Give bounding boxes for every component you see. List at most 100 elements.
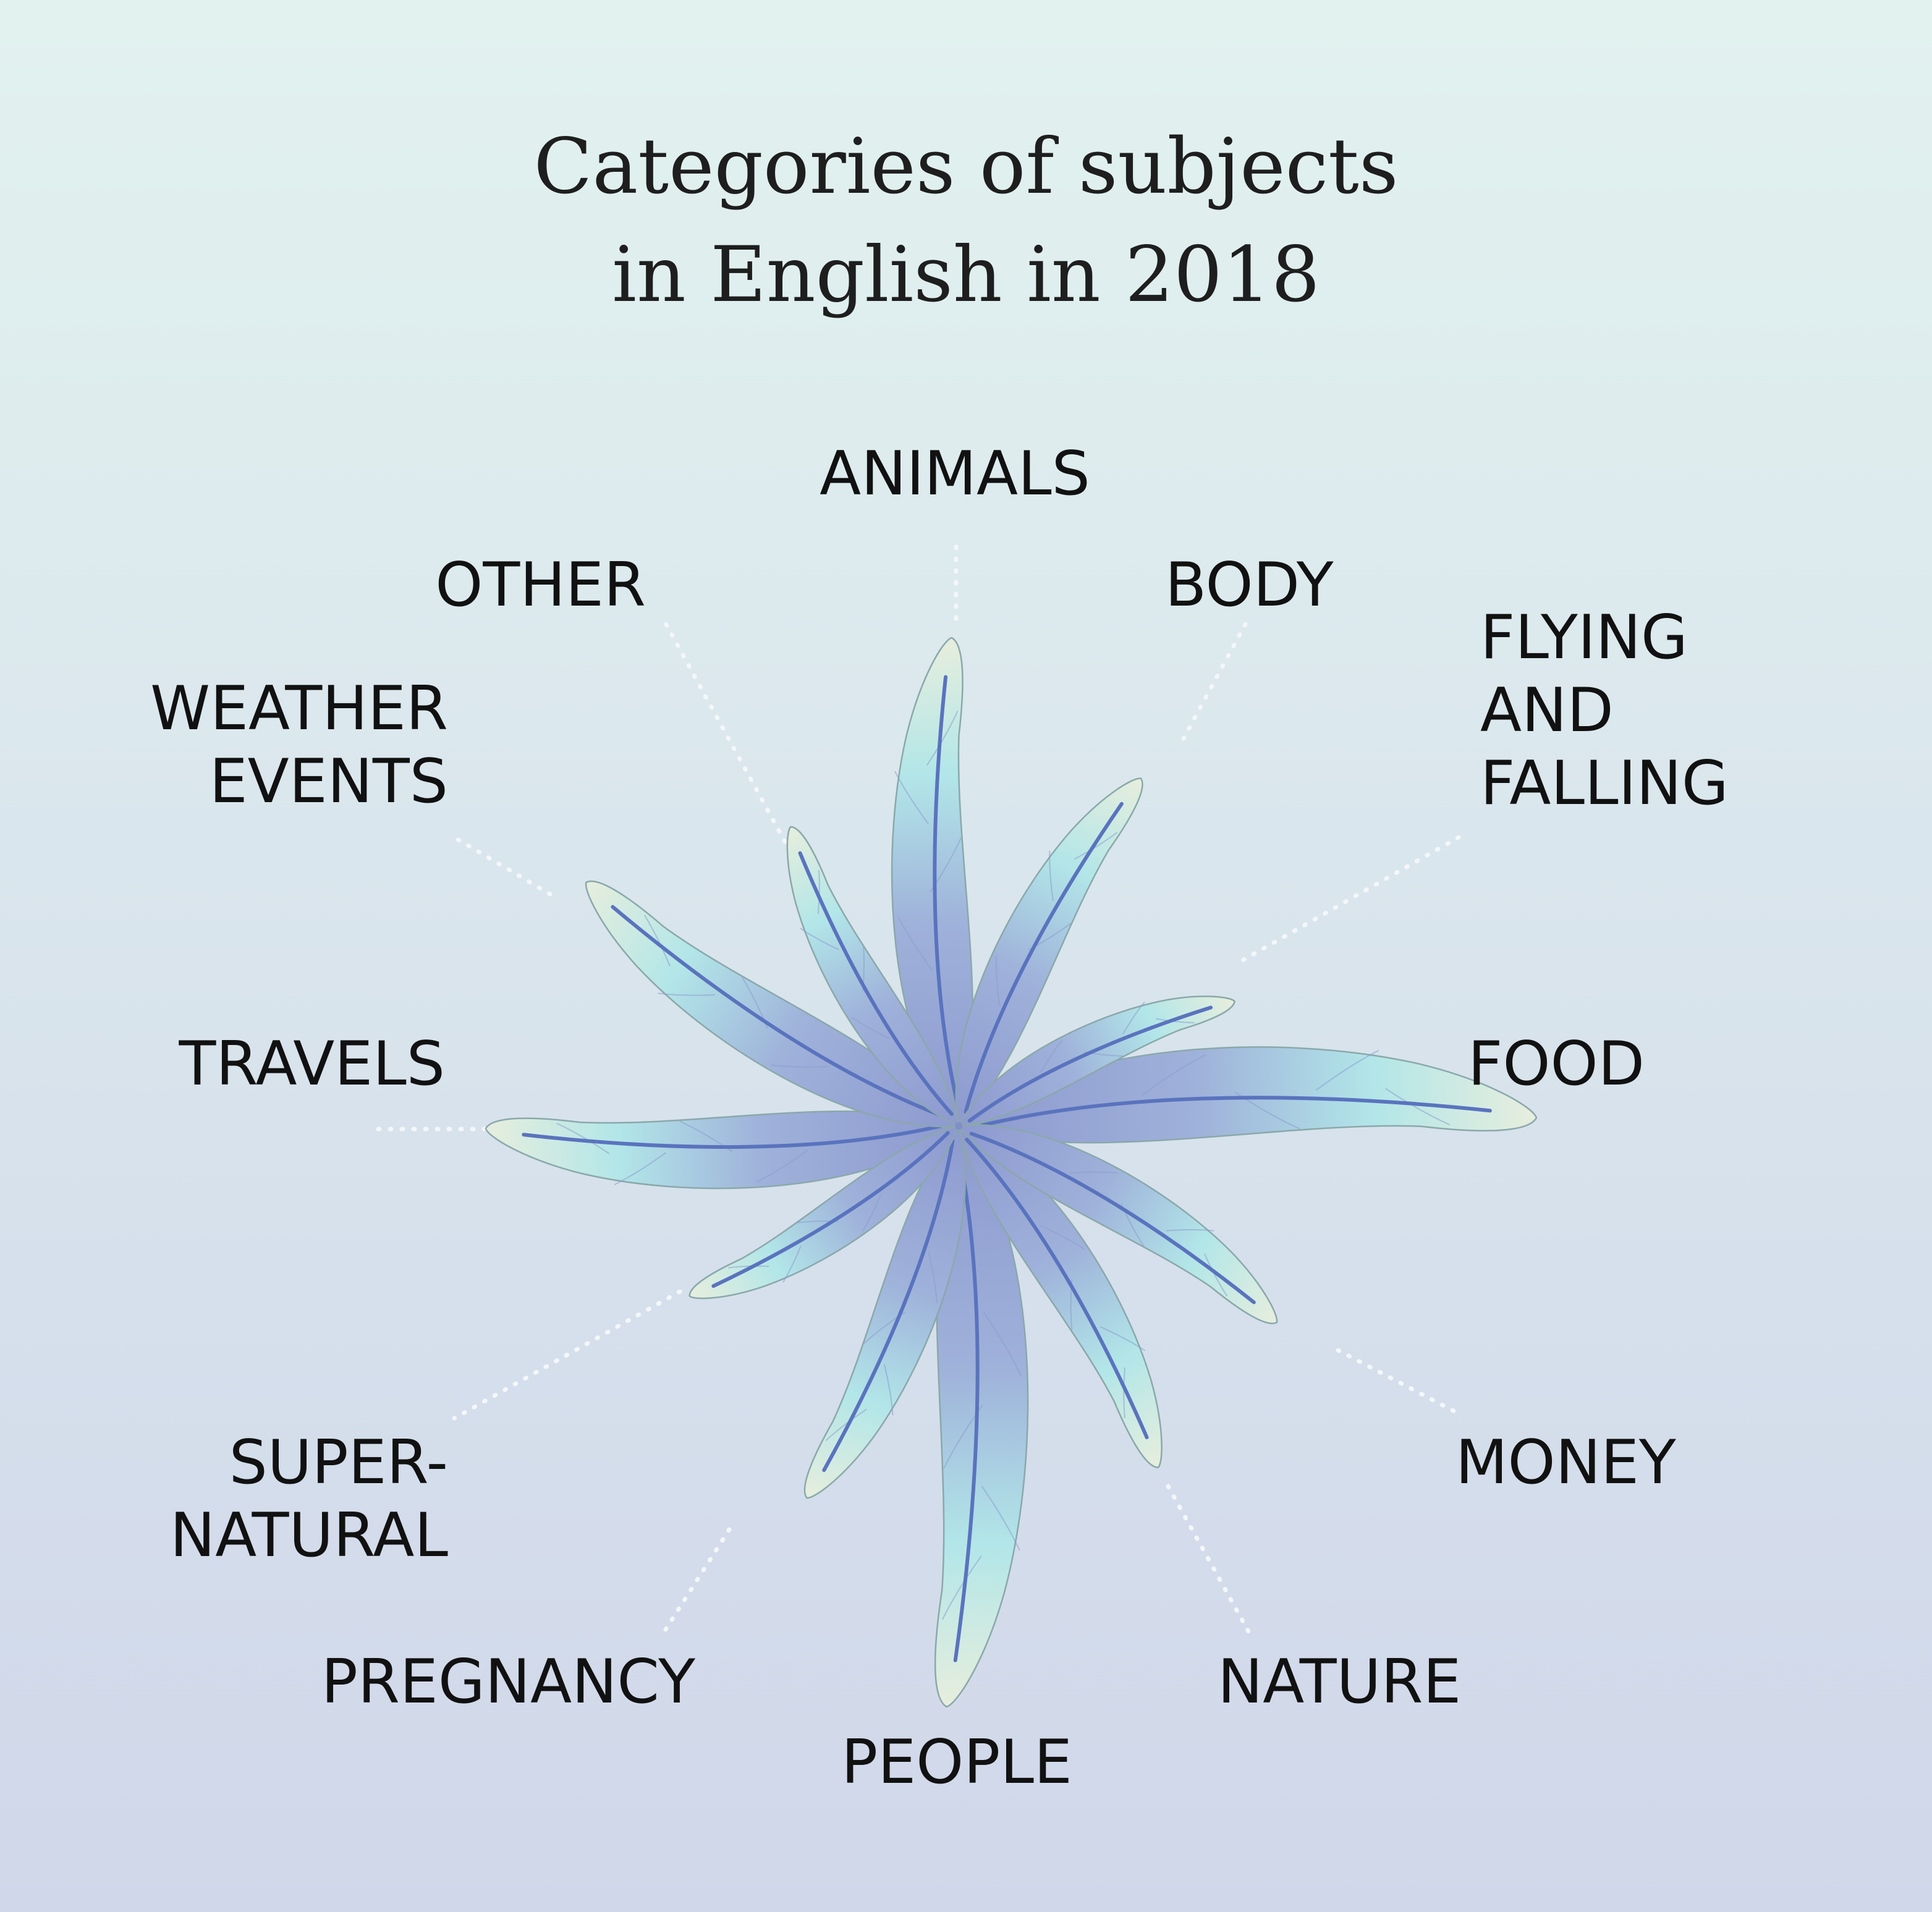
petal-subvein	[898, 917, 933, 971]
label-other: OTHER	[435, 550, 646, 620]
petal-vein	[798, 851, 954, 1116]
title-line-2: in English in 2018	[612, 231, 1320, 319]
leader-money	[1336, 1348, 1464, 1418]
petal-vein	[522, 1124, 942, 1149]
petal-subvein	[643, 915, 671, 967]
petal-subvein	[1074, 832, 1118, 860]
petal-vein	[822, 1139, 955, 1472]
leader-supernatural	[452, 1289, 682, 1421]
petal-subvein	[894, 771, 929, 824]
label-line: NATURAL	[170, 1500, 448, 1571]
petal-subvein	[770, 1064, 828, 1068]
petal-body	[957, 1046, 1538, 1144]
petal-flying-and-falling	[957, 996, 1235, 1127]
petal-subvein	[1204, 1253, 1228, 1297]
label-weather-events: WEATHER EVENTS	[150, 674, 448, 817]
petal-body	[485, 1110, 960, 1190]
petal-body	[957, 1125, 1163, 1468]
label-pregnancy: PREGNANCY	[321, 1647, 696, 1717]
label-line: FOOD	[1468, 1029, 1645, 1099]
petal-money	[957, 1124, 1278, 1324]
petal-subvein	[1122, 1001, 1145, 1034]
label-line: MONEY	[1455, 1428, 1677, 1498]
petal-subvein	[1315, 1049, 1379, 1091]
flower-petals	[485, 637, 1538, 1708]
label-line: AND	[1480, 675, 1614, 746]
petal-body	[786, 826, 960, 1128]
petal-vein	[969, 1132, 1256, 1305]
petal-weather-events	[585, 880, 960, 1128]
title-line-1: Categories of subjects	[534, 122, 1399, 211]
leader-pregnancy	[662, 1527, 732, 1634]
label-line: WEATHER	[150, 674, 448, 744]
petal-people	[934, 1124, 1029, 1708]
leader-body	[1181, 622, 1248, 741]
petal-subvein	[928, 1252, 938, 1303]
petal-subvein	[981, 1486, 1020, 1551]
petal-subvein	[995, 955, 1001, 1006]
petal-vein	[933, 675, 960, 1109]
petal-body	[891, 637, 974, 1128]
petal-subvein	[851, 1017, 891, 1039]
leader-lines	[371, 544, 1464, 1634]
label-flying-and-falling: FLYING AND FALLING	[1480, 603, 1729, 819]
label-animals: ANIMALS	[820, 439, 1090, 509]
label-money: MONEY	[1455, 1428, 1677, 1498]
petal-subvein	[1040, 1039, 1063, 1073]
petal-subvein	[658, 992, 715, 996]
label-line: NATURE	[1218, 1647, 1461, 1717]
label-food: FOOD	[1468, 1029, 1645, 1099]
label-nature: NATURE	[1218, 1647, 1461, 1717]
petal-vein	[611, 905, 946, 1119]
petal-subvein	[756, 1149, 808, 1183]
leader-nature	[1166, 1484, 1251, 1634]
petal-vein	[967, 1005, 1213, 1123]
petal-subvein	[1142, 1054, 1206, 1096]
label-line: PEOPLE	[841, 1727, 1072, 1798]
petal-body	[957, 996, 1235, 1127]
petal-subvein	[825, 1408, 867, 1441]
petal-subvein	[614, 1152, 666, 1186]
label-line: PREGNANCY	[321, 1647, 696, 1717]
petal-subvein	[862, 1193, 882, 1231]
label-line: FALLING	[1480, 748, 1729, 819]
label-line: EVENTS	[210, 747, 448, 817]
petal-other	[786, 826, 960, 1128]
label-body: BODY	[1165, 550, 1334, 620]
label-line: ANIMALS	[820, 439, 1090, 509]
petal-subvein	[1384, 1088, 1451, 1126]
petal-body	[955, 777, 1143, 1128]
petal-nature	[957, 1125, 1163, 1468]
petal-pregnancy	[803, 1124, 966, 1499]
category-labels: ANIMALS BODY FLYING AND FALLING FOOD MONEY NATU…	[150, 439, 1729, 1798]
petal-travels	[485, 1110, 960, 1190]
petal-subvein	[1099, 1326, 1146, 1352]
petal-supernatural	[688, 1125, 960, 1300]
petal-body	[688, 1125, 960, 1300]
petal-subvein	[728, 1265, 769, 1269]
petal-animals	[891, 637, 974, 1128]
petal-vein	[711, 1131, 950, 1288]
label-line: SUPER-	[229, 1428, 448, 1498]
label-people: PEOPLE	[841, 1727, 1072, 1798]
petal-vein	[980, 1096, 1492, 1128]
petal-body	[957, 1124, 1278, 1324]
petal-vein	[953, 1147, 980, 1662]
flower-center	[955, 1122, 962, 1130]
petal-subvein	[817, 869, 820, 915]
petal-subvein	[941, 1555, 982, 1620]
leader-flying-and-falling	[1234, 835, 1461, 967]
petal-food	[957, 1046, 1538, 1144]
label-line: BODY	[1165, 550, 1334, 620]
petal-subvein	[800, 928, 839, 950]
label-travels: TRAVELS	[178, 1029, 445, 1099]
petal-subvein	[883, 1364, 894, 1416]
petal-body	[934, 1124, 1029, 1708]
label-line: OTHER	[435, 550, 646, 620]
petal-subvein	[1039, 1224, 1085, 1250]
leader-other	[662, 619, 787, 844]
petal-subvein	[1049, 850, 1054, 902]
petal-subvein	[556, 1122, 610, 1154]
petal-subvein	[1123, 1367, 1125, 1419]
